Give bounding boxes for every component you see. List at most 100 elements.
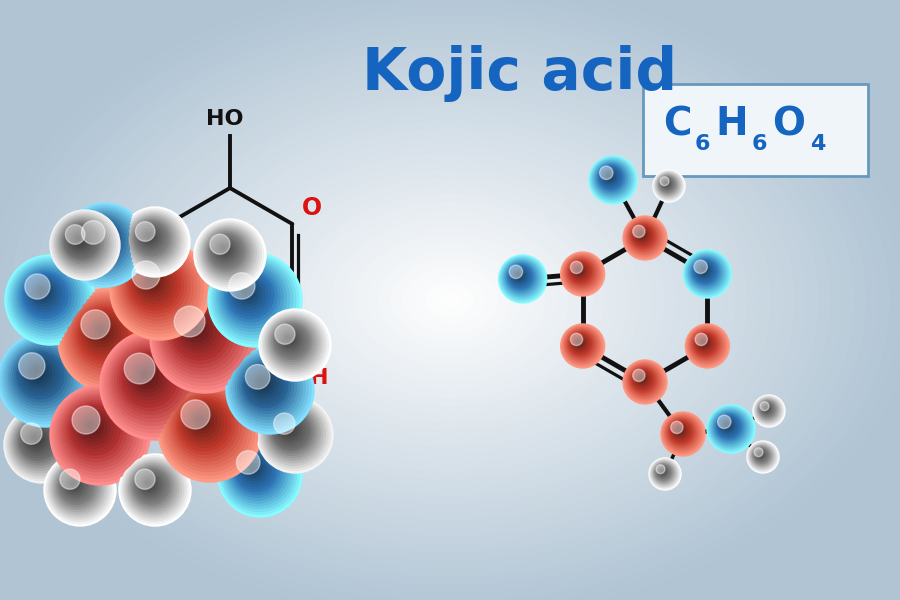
Circle shape: [752, 446, 770, 464]
Circle shape: [58, 394, 137, 472]
Circle shape: [238, 454, 271, 486]
Circle shape: [689, 328, 724, 362]
Circle shape: [573, 265, 586, 277]
Circle shape: [656, 465, 665, 473]
Circle shape: [120, 207, 190, 277]
Circle shape: [133, 469, 169, 505]
Circle shape: [160, 293, 246, 379]
Circle shape: [5, 255, 95, 345]
Circle shape: [640, 377, 642, 379]
Circle shape: [244, 289, 248, 294]
Circle shape: [176, 397, 234, 454]
Circle shape: [279, 419, 300, 440]
Circle shape: [120, 350, 181, 410]
Circle shape: [235, 450, 277, 492]
Circle shape: [757, 451, 764, 458]
Text: HO: HO: [206, 109, 244, 129]
Circle shape: [44, 454, 116, 526]
Circle shape: [221, 246, 225, 250]
Circle shape: [562, 253, 603, 295]
Circle shape: [759, 452, 762, 456]
Ellipse shape: [391, 259, 509, 341]
Circle shape: [226, 346, 314, 434]
Circle shape: [269, 409, 315, 455]
Circle shape: [195, 221, 264, 289]
Circle shape: [13, 415, 68, 470]
Circle shape: [80, 220, 122, 262]
Circle shape: [177, 310, 220, 353]
Ellipse shape: [379, 251, 521, 349]
Circle shape: [571, 261, 582, 274]
Circle shape: [510, 267, 529, 286]
Circle shape: [57, 392, 140, 475]
Circle shape: [605, 172, 613, 180]
Circle shape: [277, 417, 302, 443]
Circle shape: [58, 469, 94, 505]
Circle shape: [66, 226, 96, 257]
Circle shape: [652, 461, 677, 486]
Circle shape: [561, 252, 605, 296]
Circle shape: [84, 224, 116, 256]
Circle shape: [209, 233, 245, 269]
Ellipse shape: [248, 162, 652, 438]
Circle shape: [61, 221, 104, 263]
Circle shape: [93, 233, 103, 242]
Ellipse shape: [130, 80, 770, 520]
Circle shape: [702, 341, 705, 343]
Circle shape: [27, 362, 48, 383]
Circle shape: [31, 281, 56, 306]
Circle shape: [140, 227, 159, 247]
Circle shape: [591, 158, 634, 201]
Circle shape: [17, 421, 59, 463]
Ellipse shape: [308, 202, 592, 397]
Circle shape: [562, 254, 602, 293]
Circle shape: [227, 272, 274, 319]
Circle shape: [79, 309, 130, 361]
Ellipse shape: [438, 292, 462, 308]
Circle shape: [162, 295, 242, 374]
Circle shape: [762, 404, 771, 413]
Circle shape: [22, 425, 52, 455]
Circle shape: [167, 387, 248, 468]
Circle shape: [694, 333, 716, 355]
Circle shape: [184, 317, 209, 341]
Circle shape: [249, 465, 255, 469]
Circle shape: [82, 221, 119, 259]
Circle shape: [511, 268, 527, 284]
Circle shape: [181, 401, 228, 448]
Circle shape: [33, 368, 39, 374]
Circle shape: [283, 333, 295, 345]
Circle shape: [764, 406, 768, 410]
Circle shape: [625, 218, 664, 257]
Circle shape: [517, 273, 519, 276]
Circle shape: [759, 453, 760, 455]
Circle shape: [701, 340, 706, 344]
Circle shape: [500, 256, 545, 301]
Circle shape: [561, 324, 605, 368]
Circle shape: [74, 214, 130, 270]
Circle shape: [88, 423, 94, 428]
Circle shape: [623, 360, 667, 404]
Circle shape: [84, 418, 100, 435]
Circle shape: [568, 259, 594, 286]
Circle shape: [0, 335, 89, 424]
Circle shape: [628, 365, 660, 397]
Circle shape: [135, 469, 155, 489]
Circle shape: [506, 262, 536, 292]
Circle shape: [126, 213, 181, 268]
Circle shape: [130, 359, 166, 396]
Circle shape: [72, 232, 87, 247]
Circle shape: [210, 235, 242, 267]
Circle shape: [565, 257, 598, 289]
Circle shape: [50, 460, 106, 517]
Ellipse shape: [165, 105, 735, 495]
Circle shape: [130, 465, 175, 509]
Circle shape: [129, 464, 176, 512]
Circle shape: [671, 423, 688, 440]
Circle shape: [66, 401, 127, 461]
Circle shape: [565, 329, 598, 361]
Circle shape: [629, 222, 658, 251]
Circle shape: [65, 205, 144, 284]
Circle shape: [698, 337, 710, 349]
Circle shape: [717, 415, 731, 428]
